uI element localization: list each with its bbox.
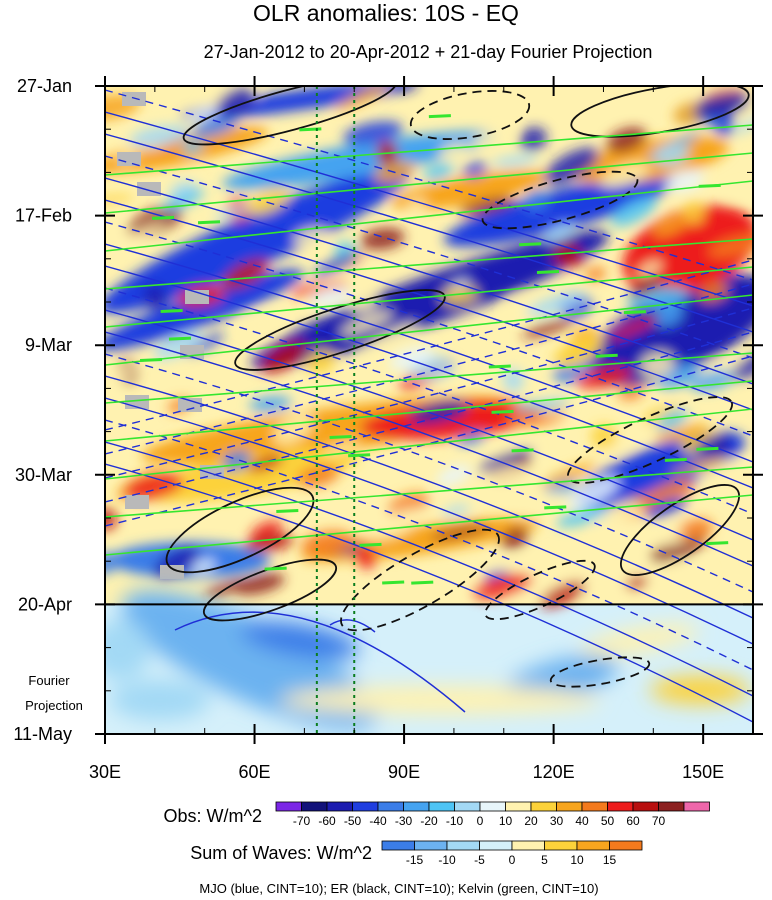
chart-title: OLR anomalies: 10S - EQ <box>253 0 519 26</box>
colorbar-swatch-16 <box>683 801 710 812</box>
x-tick-label-2: 90E <box>388 762 420 782</box>
y-tick-label-1: 17-Feb <box>15 206 72 226</box>
colorbar-swatch-2 <box>446 840 480 851</box>
colorbar-swatch-14 <box>632 801 659 812</box>
colorbar-swatch-0 <box>381 840 415 851</box>
colorbar-swatch-2 <box>326 801 353 812</box>
colorbar-label-2: -50 <box>344 814 362 828</box>
colorbar-label-3: -40 <box>369 814 387 828</box>
obs-colorbar: -70 -60 -50 -40 -30 -20 -10 0 10 20 30 40 50 60 70 <box>275 801 710 828</box>
colorbar-label-5: 10 <box>570 853 584 867</box>
colorbar-swatch-1 <box>414 840 448 851</box>
chart-subtitle: 27-Jan-2012 to 20-Apr-2012 + 21-day Four… <box>204 42 653 62</box>
colorbar-swatch-7 <box>454 801 481 812</box>
colorbar-swatch-13 <box>607 801 634 812</box>
reference-longitude-lines <box>315 86 356 734</box>
projection-label-line1: Fourier <box>28 673 70 688</box>
x-tick-label-0: 30E <box>89 762 121 782</box>
colorbar-label-2: -5 <box>474 853 485 867</box>
olr-anomaly-field <box>105 86 753 734</box>
colorbar-label-13: 60 <box>626 814 640 828</box>
colorbar-swatch-10 <box>530 801 557 812</box>
colorbar-label-3: 0 <box>509 853 516 867</box>
waves-colorbar: -15 -10 -5 0 5 10 15 <box>381 840 643 867</box>
y-tick-label-3: 30-Mar <box>15 465 72 485</box>
y-tick-label-5: 11-May <box>13 724 72 744</box>
colorbar-label-4: -30 <box>395 814 413 828</box>
colorbar-label-12: 50 <box>601 814 615 828</box>
colorbar-label-6: -10 <box>446 814 464 828</box>
colorbar-swatch-8 <box>479 801 506 812</box>
colorbar-label-1: -10 <box>438 853 456 867</box>
colorbar-label-10: 30 <box>550 814 564 828</box>
colorbar-swatch-5 <box>544 840 578 851</box>
wave-contours <box>105 86 753 723</box>
colorbar-swatch-6 <box>428 801 455 812</box>
x-tick-label-3: 120E <box>533 762 575 782</box>
y-tick-label-4: 20-Apr <box>18 594 72 614</box>
colorbar-label-0: -15 <box>406 853 424 867</box>
x-tick-label-4: 150E <box>682 762 724 782</box>
y-tick-label-2: 9-Mar <box>25 335 72 355</box>
plot-frame <box>104 85 754 735</box>
contour-legend: MJO (blue, CINT=10); ER (black, CINT=10)… <box>199 881 598 896</box>
obs-colorbar-title: Obs: W/m^2 <box>164 806 262 826</box>
projection-label-line2: Projection <box>25 698 83 713</box>
colorbar-label-0: -70 <box>293 814 311 828</box>
colorbar-label-5: -20 <box>420 814 438 828</box>
colorbar-swatch-15 <box>658 801 685 812</box>
colorbar-swatch-3 <box>352 801 379 812</box>
colorbar-label-6: 15 <box>603 853 617 867</box>
colorbar-label-9: 20 <box>524 814 538 828</box>
colorbar-swatch-0 <box>275 801 302 812</box>
colorbar-label-14: 70 <box>652 814 666 828</box>
colorbar-label-8: 10 <box>499 814 513 828</box>
y-tick-label-0: 27-Jan <box>17 76 72 96</box>
colorbar-swatch-6 <box>576 840 610 851</box>
colorbar-swatch-3 <box>479 840 513 851</box>
x-tick-label-1: 60E <box>239 762 271 782</box>
colorbar-label-11: 40 <box>575 814 589 828</box>
colorbar-swatch-11 <box>556 801 583 812</box>
colorbar-label-7: 0 <box>477 814 484 828</box>
colorbar-label-4: 5 <box>541 853 548 867</box>
colorbar-swatch-12 <box>581 801 608 812</box>
colorbar-swatch-7 <box>609 840 643 851</box>
x-axis-ticks: 30E 60E 90E 120E 150E <box>89 76 724 782</box>
waves-colorbar-title: Sum of Waves: W/m^2 <box>190 843 372 863</box>
colorbar-swatch-4 <box>377 801 404 812</box>
colorbar-label-1: -60 <box>318 814 336 828</box>
colorbar-swatch-9 <box>505 801 532 812</box>
colorbar-swatch-5 <box>403 801 430 812</box>
colorbar-swatch-1 <box>301 801 328 812</box>
colorbar-swatch-4 <box>511 840 545 851</box>
